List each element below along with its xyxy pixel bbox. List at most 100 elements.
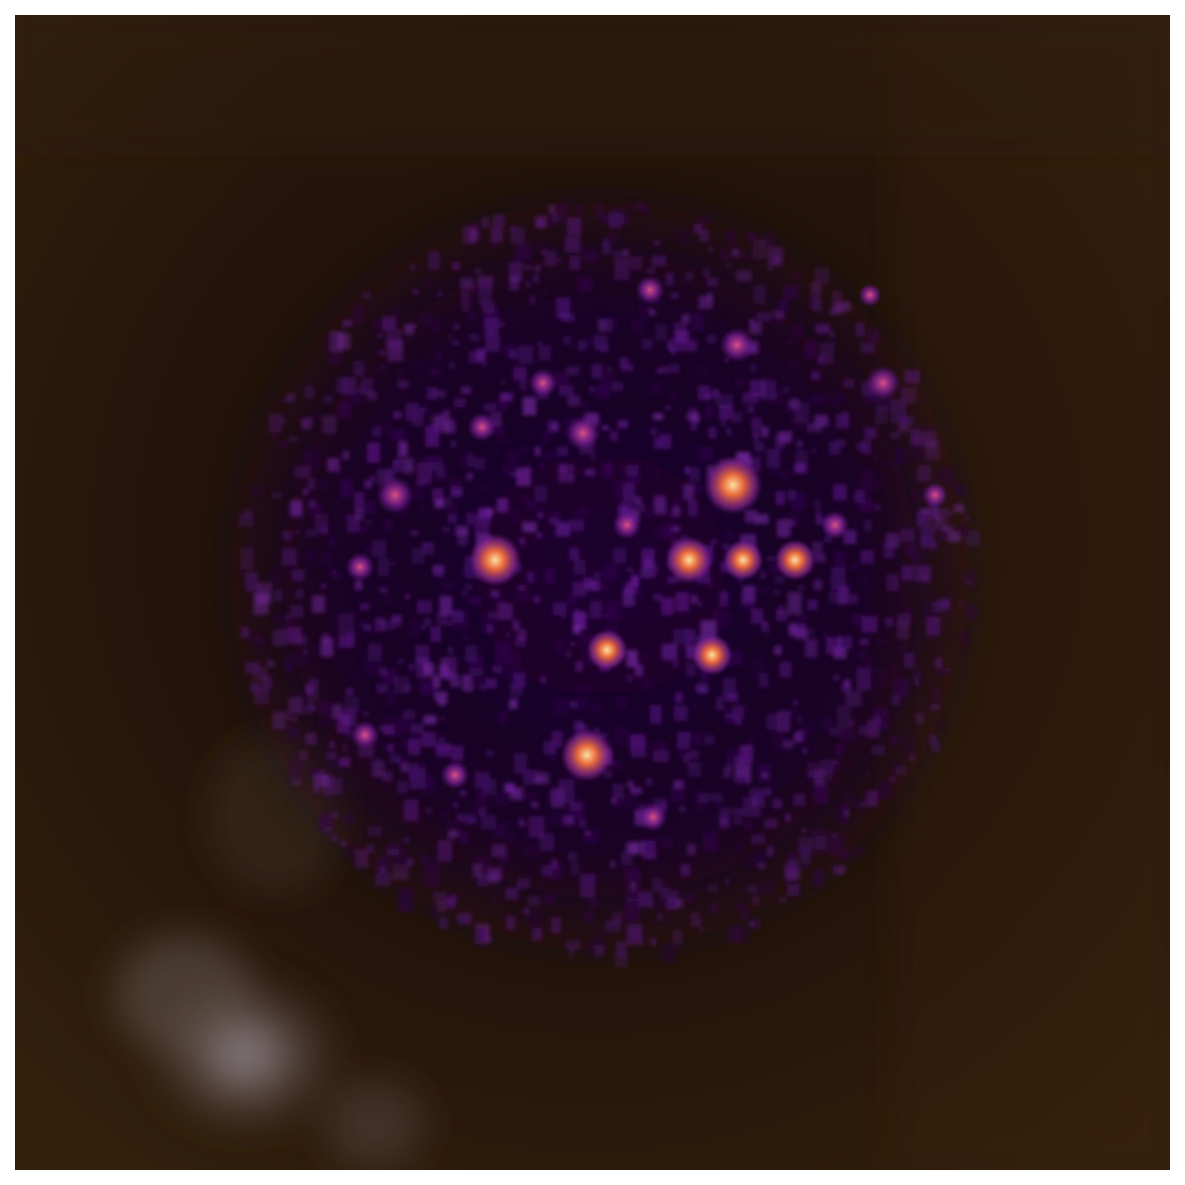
heatmap-speckle-cell — [890, 432, 901, 440]
heatmap-speckle-cell — [493, 792, 508, 807]
heatmap-speckle-cell — [412, 484, 425, 502]
heatmap-speckle-cell — [361, 527, 368, 533]
heatmap-speckle-cell — [582, 401, 591, 411]
heatmap-speckle-cell — [463, 450, 474, 467]
heatmap-speckle-cell — [543, 287, 549, 295]
heatmap-speckle-cell — [385, 690, 396, 706]
heatmap-speckle-cell — [764, 818, 778, 828]
heatmap-speckle-cell — [956, 653, 965, 659]
heatmap-speckle-cell — [863, 655, 873, 669]
heatmap-speckle-cell — [291, 717, 298, 722]
heatmap-speckle-cell — [377, 333, 384, 339]
heatmap-speckle-cell — [481, 301, 495, 314]
heatmap-speckle-cell — [416, 600, 433, 614]
heatmap-speckle-cell — [909, 442, 924, 461]
heatmap-speckle-cell — [272, 711, 286, 730]
heatmap-speckle-cell — [450, 440, 457, 448]
heatmap-speckle-cell — [772, 798, 782, 809]
heatmap-speckle-cell — [570, 519, 585, 532]
heatmap-speckle-cell — [410, 263, 416, 270]
heatmap-hotspot — [375, 475, 415, 515]
heatmap-speckle-cell — [524, 264, 532, 271]
heatmap-speckle-cell — [378, 349, 385, 357]
heatmap-speckle-cell — [758, 585, 771, 594]
heatmap-speckle-cell — [684, 629, 696, 644]
heatmap-speckle-cell — [569, 547, 579, 561]
heatmap-speckle-cell — [320, 583, 327, 589]
heatmap-speckle-cell — [490, 590, 500, 598]
heatmap-speckle-cell — [489, 239, 498, 250]
heatmap-speckle-cell — [491, 844, 506, 857]
heatmap-speckle-cell — [774, 645, 782, 656]
heatmap-speckle-cell — [320, 480, 329, 492]
heatmap-speckle-cell — [699, 688, 707, 695]
heatmap-speckle-cell — [394, 847, 409, 864]
heatmap-speckle-cell — [823, 632, 831, 641]
heatmap-speckle-cell — [636, 590, 643, 597]
heatmap-speckle-cell — [751, 834, 765, 844]
heatmap-speckle-cell — [822, 718, 832, 732]
heatmap-speckle-cell — [670, 786, 686, 803]
heatmap-speckle-cell — [425, 277, 433, 287]
heatmap-speckle-cell — [904, 369, 920, 384]
heatmap-speckle-cell — [843, 379, 855, 388]
heatmap-speckle-cell — [829, 727, 843, 736]
heatmap-speckle-cell — [544, 452, 552, 459]
heatmap-speckle-cell — [323, 826, 333, 835]
heatmap-speckle-cell — [873, 668, 889, 689]
heatmap-speckle-cell — [783, 512, 789, 520]
heatmap-speckle-cell — [754, 442, 765, 452]
heatmap-speckle-cell — [566, 366, 580, 375]
heatmap-speckle-cell — [680, 864, 691, 877]
heatmap-speckle-cell — [813, 783, 829, 804]
heatmap-speckle-cell — [336, 377, 349, 392]
heatmap-speckle-cell — [345, 729, 354, 739]
heatmap-speckle-cell — [640, 567, 656, 578]
heatmap-speckle-cell — [282, 530, 292, 541]
heatmap-speckle-cell — [283, 560, 295, 574]
heatmap-speckle-cell — [541, 250, 546, 256]
heatmap-speckle-cell — [594, 204, 605, 218]
heatmap-speckle-cell — [609, 430, 619, 442]
heatmap-speckle-cell — [409, 777, 420, 791]
heatmap-speckle-cell — [673, 322, 687, 342]
heatmap-hotspot — [691, 634, 733, 676]
heatmap-speckle-cell — [711, 539, 717, 545]
heatmap-speckle-cell — [860, 550, 874, 564]
heatmap-speckle-cell — [725, 230, 736, 244]
heatmap-speckle-cell — [446, 743, 452, 751]
heatmap-speckle-cell — [777, 299, 789, 314]
heatmap-speckle-cell — [948, 530, 961, 542]
heatmap-speckle-cell — [914, 679, 920, 686]
heatmap-speckle-cell — [461, 814, 475, 823]
heatmap-speckle-cell — [547, 213, 558, 227]
heatmap-speckle-cell — [437, 499, 443, 506]
heatmap-hotspot — [703, 455, 763, 515]
heatmap-speckle-cell — [695, 683, 708, 693]
heatmap-speckle-cell — [551, 423, 558, 430]
heatmap-speckle-cell — [612, 912, 623, 925]
heatmap-speckle-cell — [302, 707, 313, 715]
heatmap-speckle-cell — [522, 397, 537, 416]
heatmap-speckle-cell — [720, 416, 727, 426]
heatmap-speckle-cell — [694, 365, 710, 376]
heatmap-speckle-cell — [861, 440, 871, 454]
heatmap-speckle-cell — [723, 447, 728, 453]
heatmap-speckle-cell — [759, 673, 769, 688]
heatmap-speckle-cell — [739, 745, 753, 762]
heatmap-speckle-cell — [703, 831, 718, 851]
heatmap-speckle-cell — [605, 315, 619, 331]
heatmap-speckle-cell — [524, 867, 529, 872]
heatmap-speckle-cell — [649, 705, 662, 724]
heatmap-speckle-cell — [440, 716, 447, 721]
heatmap-speckle-cell — [750, 380, 766, 397]
heatmap-speckle-cell — [661, 597, 674, 616]
heatmap-speckle-cell — [890, 762, 899, 774]
heatmap-speckle-cell — [527, 896, 541, 907]
heatmap-speckle-cell — [448, 646, 453, 654]
heatmap-speckle-cell — [491, 225, 503, 243]
heatmap-speckle-cell — [609, 760, 622, 770]
heatmap-speckle-cell — [622, 483, 636, 502]
heatmap-speckle-cell — [844, 809, 850, 817]
heatmap-speckle-cell — [372, 426, 381, 437]
